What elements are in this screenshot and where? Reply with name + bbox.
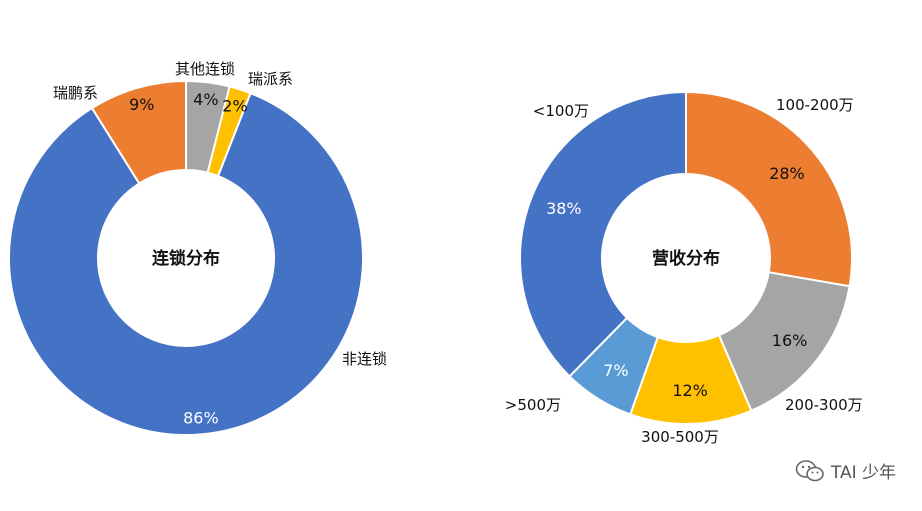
slice-value-label: 16%: [772, 331, 808, 350]
donut-center-title: 营收分布: [652, 248, 720, 269]
slice-1-4: [519, 90, 687, 378]
slice-0-3: [90, 79, 187, 185]
slice-value-label: 86%: [183, 408, 219, 427]
slice-1-1: [717, 271, 851, 412]
slice-category-label: 其他连锁: [175, 60, 235, 78]
slice-category-label: 300-500万: [641, 428, 719, 446]
slice-value-label: 38%: [546, 199, 582, 218]
slice-category-label: 200-300万: [785, 396, 863, 414]
slice-1-0: [685, 90, 853, 288]
slice-category-label: >500万: [505, 396, 561, 414]
slice-category-label: 瑞鹏系: [53, 84, 98, 102]
slice-value-label: 7%: [603, 361, 628, 380]
donut-center-title: 连锁分布: [152, 248, 220, 269]
slice-category-label: <100万: [533, 102, 589, 120]
slice-category-label: 瑞派系: [248, 70, 293, 88]
slice-category-label: 100-200万: [776, 96, 854, 114]
slice-value-label: 4%: [193, 90, 218, 109]
slice-value-label: 2%: [222, 97, 247, 116]
slice-value-label: 28%: [769, 164, 805, 183]
wechat-icon: [795, 459, 824, 481]
revenue-distribution-chart: 28% 16% 12% 7% 38% 100-200万 200-300万 300-500万 >5…: [505, 90, 863, 446]
slice-value-label: 9%: [129, 95, 154, 114]
watermark-text: TAI 少年: [830, 463, 896, 483]
watermark: TAI 少年: [795, 458, 896, 483]
slice-value-label: 12%: [672, 381, 708, 400]
slice-0-2: [8, 91, 364, 436]
slice-category-label: 非连锁: [342, 350, 387, 368]
